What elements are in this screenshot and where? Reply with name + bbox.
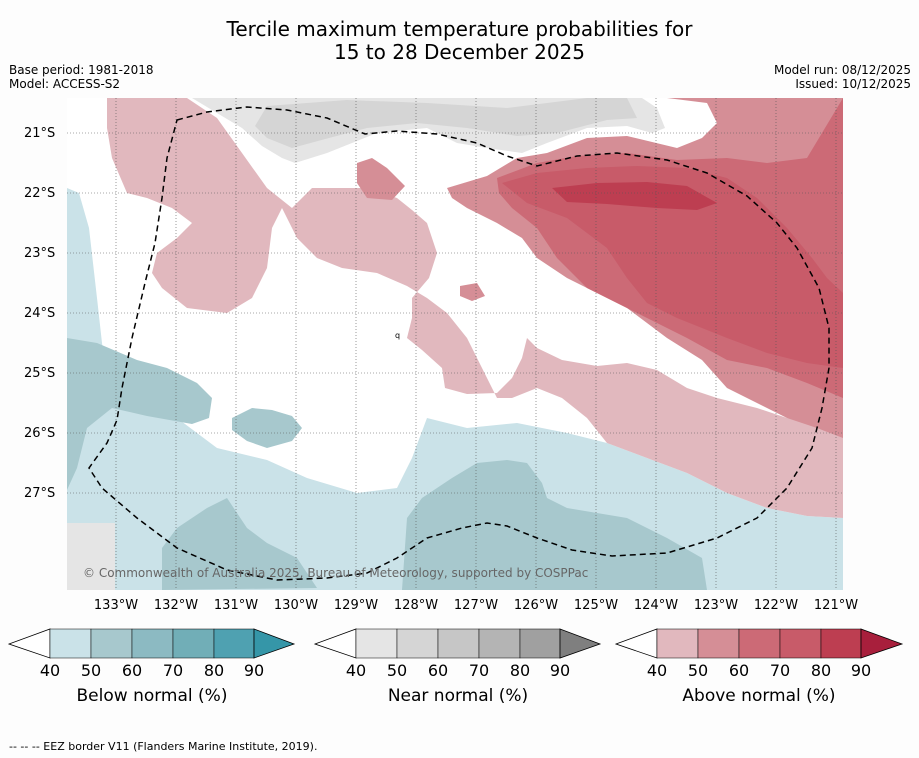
colorbar-below-swatch-40: [49, 628, 92, 659]
lon-tick-label: 121°W: [813, 598, 859, 613]
model-run: Model run: 08/12/2025: [773, 63, 911, 77]
issued-date: Issued: 10/12/2025: [795, 77, 911, 91]
above-normal-70-region: [502, 166, 843, 368]
title-line-1: Tercile maximum temperature probabilitie…: [226, 17, 693, 41]
chart-title: Tercile maximum temperature probabilitie…: [0, 18, 919, 64]
colorbar-above-swatch-40: [656, 628, 699, 659]
lon-tick-label: 129°W: [333, 598, 379, 613]
colorbar-below-tick: 90: [243, 661, 265, 680]
eez-footnote: -- -- -- EEZ border V11 (Flanders Marine…: [9, 740, 318, 753]
lon-tick-label: 130°W: [273, 598, 319, 613]
colorbar-below-arrow-high: [253, 628, 296, 659]
below-normal-50-region-west: [67, 338, 212, 490]
below-normal-40-region: [67, 188, 843, 590]
lat-tick-label: 23°S: [24, 246, 56, 261]
colorbar-near-swatch-70: [478, 628, 521, 659]
colorbar-near-tick: 60: [427, 661, 449, 680]
colorbar-below-tick: 50: [80, 661, 102, 680]
lat-tick-label: 26°S: [24, 426, 56, 441]
lat-tick-label: 25°S: [24, 366, 56, 381]
colorbar-below-normal: [8, 628, 296, 659]
colorbar-below-tick: 70: [162, 661, 184, 680]
longitude-gridlines: [115, 98, 837, 590]
lon-tick-label: 125°W: [573, 598, 619, 613]
probability-map: q: [67, 98, 843, 590]
colorbar-above-tick: 80: [810, 661, 832, 680]
colorbar-above-tick: 90: [850, 661, 872, 680]
colorbar-below-tick: 40: [39, 661, 61, 680]
colorbar-above-title: Above normal (%): [682, 686, 836, 706]
colorbar-below-swatch-50: [90, 628, 133, 659]
colorbar-above-tick: 40: [646, 661, 668, 680]
above-normal-80-region: [552, 182, 717, 210]
colorbar-near-arrow-low: [314, 628, 357, 659]
lon-tick-label: 122°W: [753, 598, 799, 613]
colorbar-above-swatch-80: [820, 628, 862, 659]
lat-tick-label: 22°S: [24, 186, 56, 201]
colorbar-above-tick: 60: [728, 661, 750, 680]
below-normal-50-region-southeast: [402, 460, 707, 590]
colorbar-above-arrow-low: [615, 628, 658, 659]
colorbar-above-normal: [615, 628, 904, 659]
lon-tick-label: 127°W: [453, 598, 499, 613]
near-normal-50-region: [255, 98, 637, 148]
meta-right: Model run: 08/12/2025 Issued: 10/12/2025: [774, 63, 911, 91]
above-normal-40-region: [107, 98, 843, 518]
lat-tick-label: 21°S: [24, 126, 56, 141]
colorbar-below-title: Below normal (%): [76, 686, 228, 706]
lon-tick-label: 131°W: [213, 598, 259, 613]
lon-tick-label: 133°W: [93, 598, 139, 613]
colorbar-above-swatch-50: [697, 628, 740, 659]
map-svg: q: [67, 98, 843, 590]
colorbar-above-swatch-70: [779, 628, 822, 659]
colorbar-near-title: Near normal (%): [387, 686, 529, 706]
above-normal-50-blob-center: [460, 283, 485, 301]
colorbar-near-swatch-80: [519, 628, 561, 659]
colorbar-below-arrow-low: [8, 628, 51, 659]
colorbar-near-tick: 50: [386, 661, 408, 680]
colorbar-near-tick: 40: [345, 661, 367, 680]
colorbar-below-swatch-80: [213, 628, 255, 659]
model-name: Model: ACCESS-S2: [9, 77, 121, 91]
lon-tick-label: 126°W: [513, 598, 559, 613]
copyright-text: © Commonwealth of Australia 2025, Bureau…: [83, 566, 589, 580]
eez-inner-label: q: [395, 331, 400, 340]
colorbar-below-tick: 60: [121, 661, 143, 680]
land-mask-box: [67, 523, 115, 590]
lon-tick-label: 123°W: [693, 598, 739, 613]
colorbar-above-arrow-high: [860, 628, 904, 659]
colorbar-near-swatch-40: [355, 628, 398, 659]
colorbar-near-tick: 70: [468, 661, 490, 680]
above-normal-50-blob-west: [357, 158, 405, 200]
lat-tick-label: 24°S: [24, 306, 56, 321]
base-period: Base period: 1981-2018: [9, 63, 154, 77]
lat-tick-label: 27°S: [24, 486, 56, 501]
below-normal-50-region-south: [162, 498, 317, 590]
colorbar-below-tick: 80: [203, 661, 225, 680]
lon-tick-label: 132°W: [153, 598, 199, 613]
latitude-gridlines: [67, 132, 843, 494]
lon-tick-label: 128°W: [393, 598, 439, 613]
title-line-2: 15 to 28 December 2025: [333, 40, 585, 64]
colorbar-near-tick: 90: [549, 661, 571, 680]
colorbar-below-swatch-60: [131, 628, 174, 659]
colorbar-near-tick: 80: [509, 661, 531, 680]
colorbar-above-tick: 70: [769, 661, 791, 680]
colorbar-above-swatch-60: [738, 628, 781, 659]
colorbar-near-normal: [314, 628, 602, 659]
colorbar-near-arrow-high: [559, 628, 602, 659]
colorbar-near-swatch-60: [437, 628, 480, 659]
colorbar-near-swatch-50: [396, 628, 439, 659]
below-normal-50-region-center: [232, 408, 302, 448]
lon-tick-label: 124°W: [633, 598, 679, 613]
eez-border-line: [88, 106, 830, 581]
colorbar-above-tick: 50: [687, 661, 709, 680]
colorbar-below-swatch-70: [172, 628, 215, 659]
meta-left: Base period: 1981-2018 Model: ACCESS-S2: [9, 63, 154, 91]
